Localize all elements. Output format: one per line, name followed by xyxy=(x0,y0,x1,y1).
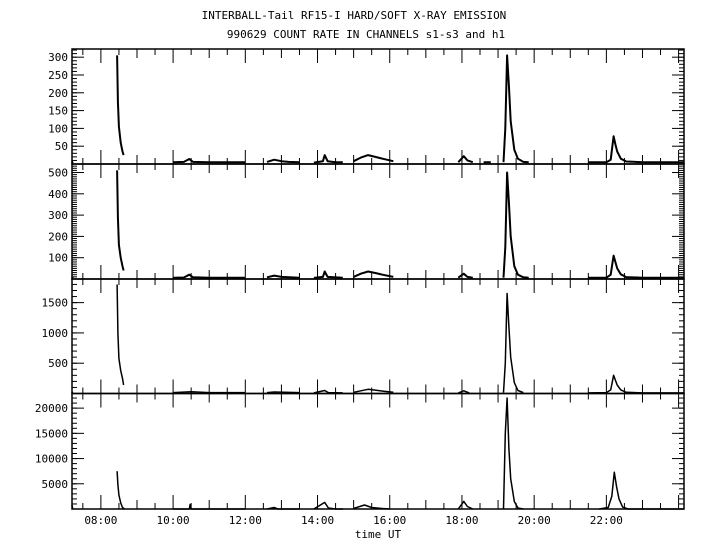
chart-subtitle: 990629 COUNT RATE IN CHANNELS s1-s3 and … xyxy=(227,28,505,41)
y-tick-label: 1000 xyxy=(42,327,69,340)
panel-frame-s3 xyxy=(71,278,685,395)
x-tick-label: 18:00 xyxy=(445,514,478,527)
y-tick-label: 500 xyxy=(48,357,68,370)
y-tick-label: 500 xyxy=(48,167,68,180)
x-axis-label: time UT xyxy=(355,528,402,541)
y-tick-label: 15000 xyxy=(35,427,68,440)
x-tick-label: 08:00 xyxy=(84,514,117,527)
x-tick-label: 12:00 xyxy=(229,514,262,527)
y-tick-label: 250 xyxy=(48,69,68,82)
x-tick-label: 14:00 xyxy=(301,514,334,527)
panel-frame-s1 xyxy=(71,48,685,165)
y-tick-label: 400 xyxy=(48,188,68,201)
chart-title: INTERBALL-Tail RF15-I HARD/SOFT X-RAY EM… xyxy=(202,9,507,22)
x-tick-label: 10:00 xyxy=(157,514,190,527)
y-tick-label: 100 xyxy=(48,252,68,265)
x-tick-label: 22:00 xyxy=(590,514,623,527)
y-tick-label: 200 xyxy=(48,87,68,100)
y-tick-label: 100 xyxy=(48,122,68,135)
y-tick-label: 300 xyxy=(48,51,68,64)
y-tick-label: 1500 xyxy=(42,297,69,310)
y-tick-label: 10000 xyxy=(35,453,68,466)
x-tick-label: 16:00 xyxy=(373,514,406,527)
y-tick-label: 20000 xyxy=(35,402,68,415)
y-tick-label: 200 xyxy=(48,230,68,243)
y-tick-label: 300 xyxy=(48,209,68,222)
y-tick-label: 50 xyxy=(55,140,68,153)
y-tick-label: 5000 xyxy=(42,478,69,491)
y-tick-label: 150 xyxy=(48,105,68,118)
series-line-s2 xyxy=(71,170,684,279)
x-tick-label: 20:00 xyxy=(518,514,551,527)
series-line-s3 xyxy=(71,284,684,394)
series-line-s1 xyxy=(71,54,684,164)
panel-frame-h1 xyxy=(71,392,685,510)
series-line-h1 xyxy=(71,397,684,510)
panel-frame-s2 xyxy=(71,163,685,280)
